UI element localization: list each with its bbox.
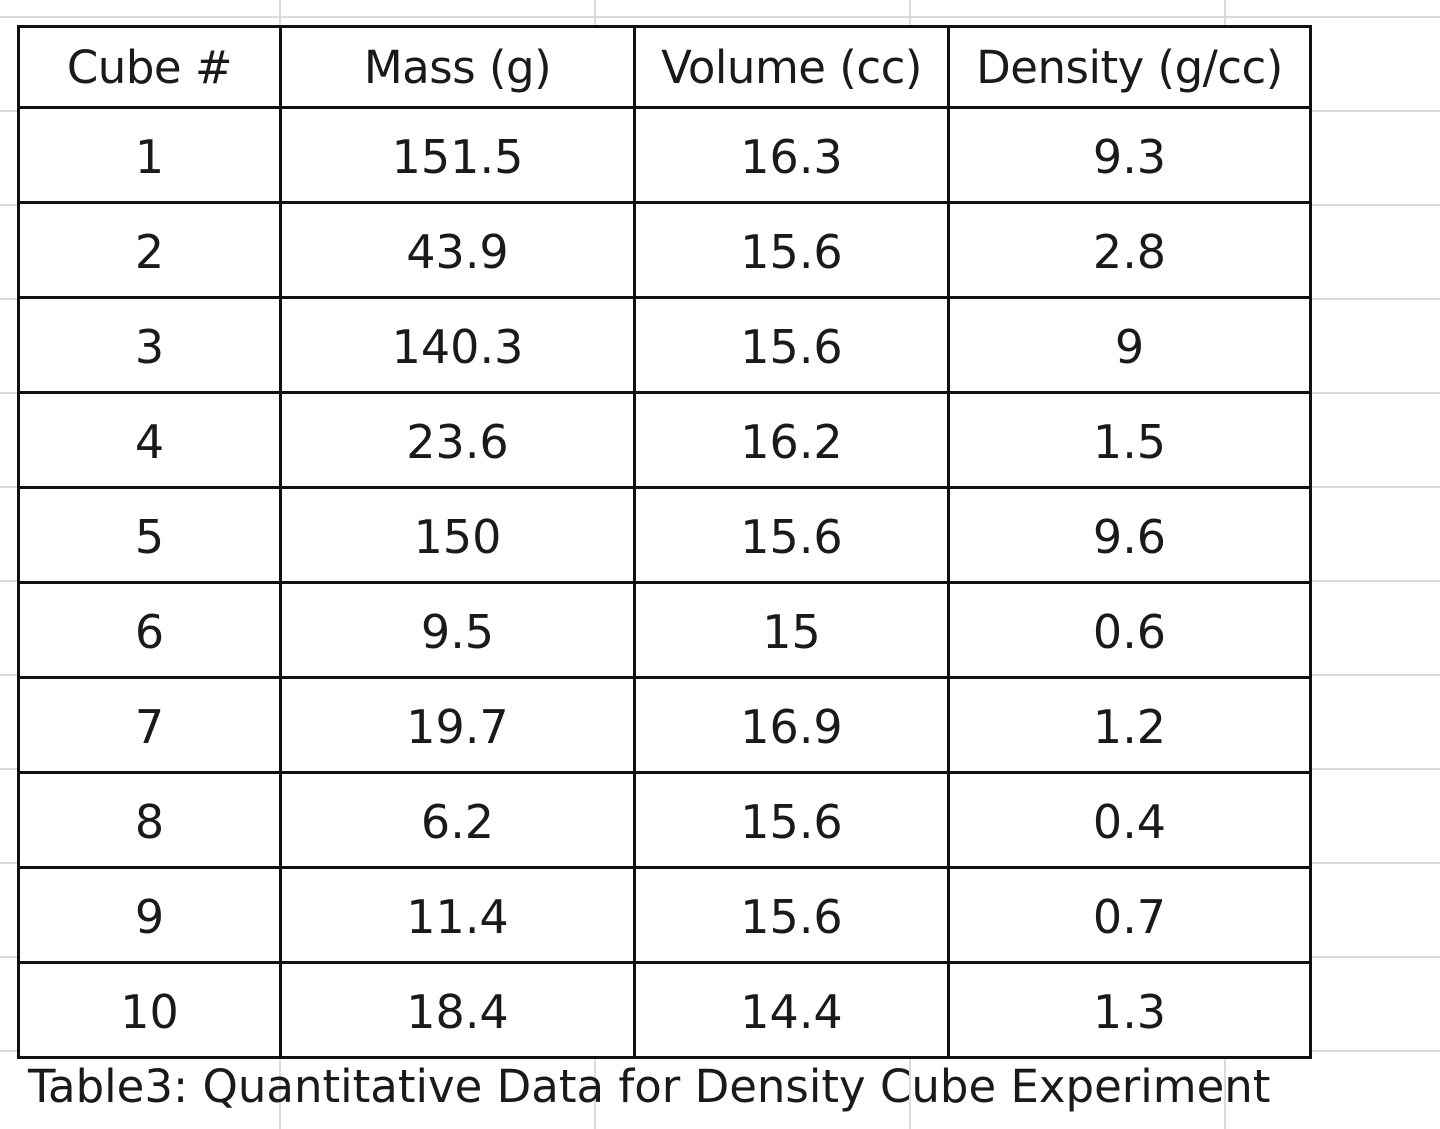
cell-cube-number[interactable]: 5 <box>17 486 282 584</box>
density-data-table: Cube # Mass (g) Volume (cc) Density (g/c… <box>17 25 1312 1059</box>
cell-mass[interactable]: 11.4 <box>279 866 636 964</box>
cell-mass[interactable]: 18.4 <box>279 961 636 1059</box>
cell-cube-number[interactable]: 3 <box>17 296 282 394</box>
cell-volume[interactable]: 16.9 <box>633 676 950 774</box>
header-volume[interactable]: Volume (cc) <box>633 25 950 109</box>
table-row: 6 9.5 15 0.6 <box>17 581 1312 679</box>
header-row: Cube # Mass (g) Volume (cc) Density (g/c… <box>17 25 1312 109</box>
cell-density[interactable]: 9 <box>947 296 1312 394</box>
cell-cube-number[interactable]: 4 <box>17 391 282 489</box>
table-caption: Table3: Quantitative Data for Density Cu… <box>28 1060 1271 1113</box>
cell-cube-number[interactable]: 7 <box>17 676 282 774</box>
cell-volume[interactable]: 15.6 <box>633 866 950 964</box>
table-row: 1 151.5 16.3 9.3 <box>17 106 1312 204</box>
table-row: 3 140.3 15.6 9 <box>17 296 1312 394</box>
table-row: 2 43.9 15.6 2.8 <box>17 201 1312 299</box>
cell-cube-number[interactable]: 6 <box>17 581 282 679</box>
cell-volume[interactable]: 16.2 <box>633 391 950 489</box>
table-row: 10 18.4 14.4 1.3 <box>17 961 1312 1059</box>
cell-volume[interactable]: 15 <box>633 581 950 679</box>
header-density[interactable]: Density (g/cc) <box>947 25 1312 109</box>
cell-density[interactable]: 1.3 <box>947 961 1312 1059</box>
header-mass[interactable]: Mass (g) <box>279 25 636 109</box>
cell-mass[interactable]: 151.5 <box>279 106 636 204</box>
cell-mass[interactable]: 140.3 <box>279 296 636 394</box>
cell-density[interactable]: 9.3 <box>947 106 1312 204</box>
cell-cube-number[interactable]: 1 <box>17 106 282 204</box>
cell-density[interactable]: 1.2 <box>947 676 1312 774</box>
cell-mass[interactable]: 23.6 <box>279 391 636 489</box>
cell-volume[interactable]: 15.6 <box>633 201 950 299</box>
cell-density[interactable]: 9.6 <box>947 486 1312 584</box>
cell-density[interactable]: 0.6 <box>947 581 1312 679</box>
table-row: 9 11.4 15.6 0.7 <box>17 866 1312 964</box>
cell-mass[interactable]: 9.5 <box>279 581 636 679</box>
cell-density[interactable]: 1.5 <box>947 391 1312 489</box>
cell-density[interactable]: 2.8 <box>947 201 1312 299</box>
cell-volume[interactable]: 15.6 <box>633 771 950 869</box>
cell-volume[interactable]: 16.3 <box>633 106 950 204</box>
cell-mass[interactable]: 19.7 <box>279 676 636 774</box>
table-row: 8 6.2 15.6 0.4 <box>17 771 1312 869</box>
table-row: 5 150 15.6 9.6 <box>17 486 1312 584</box>
cell-mass[interactable]: 6.2 <box>279 771 636 869</box>
cell-cube-number[interactable]: 9 <box>17 866 282 964</box>
cell-cube-number[interactable]: 8 <box>17 771 282 869</box>
cell-density[interactable]: 0.4 <box>947 771 1312 869</box>
cell-mass[interactable]: 43.9 <box>279 201 636 299</box>
cell-volume[interactable]: 15.6 <box>633 296 950 394</box>
cell-cube-number[interactable]: 2 <box>17 201 282 299</box>
cell-density[interactable]: 0.7 <box>947 866 1312 964</box>
header-cube-number[interactable]: Cube # <box>17 25 282 109</box>
table-row: 7 19.7 16.9 1.2 <box>17 676 1312 774</box>
cell-cube-number[interactable]: 10 <box>17 961 282 1059</box>
cell-mass[interactable]: 150 <box>279 486 636 584</box>
cell-volume[interactable]: 15.6 <box>633 486 950 584</box>
table-row: 4 23.6 16.2 1.5 <box>17 391 1312 489</box>
cell-volume[interactable]: 14.4 <box>633 961 950 1059</box>
